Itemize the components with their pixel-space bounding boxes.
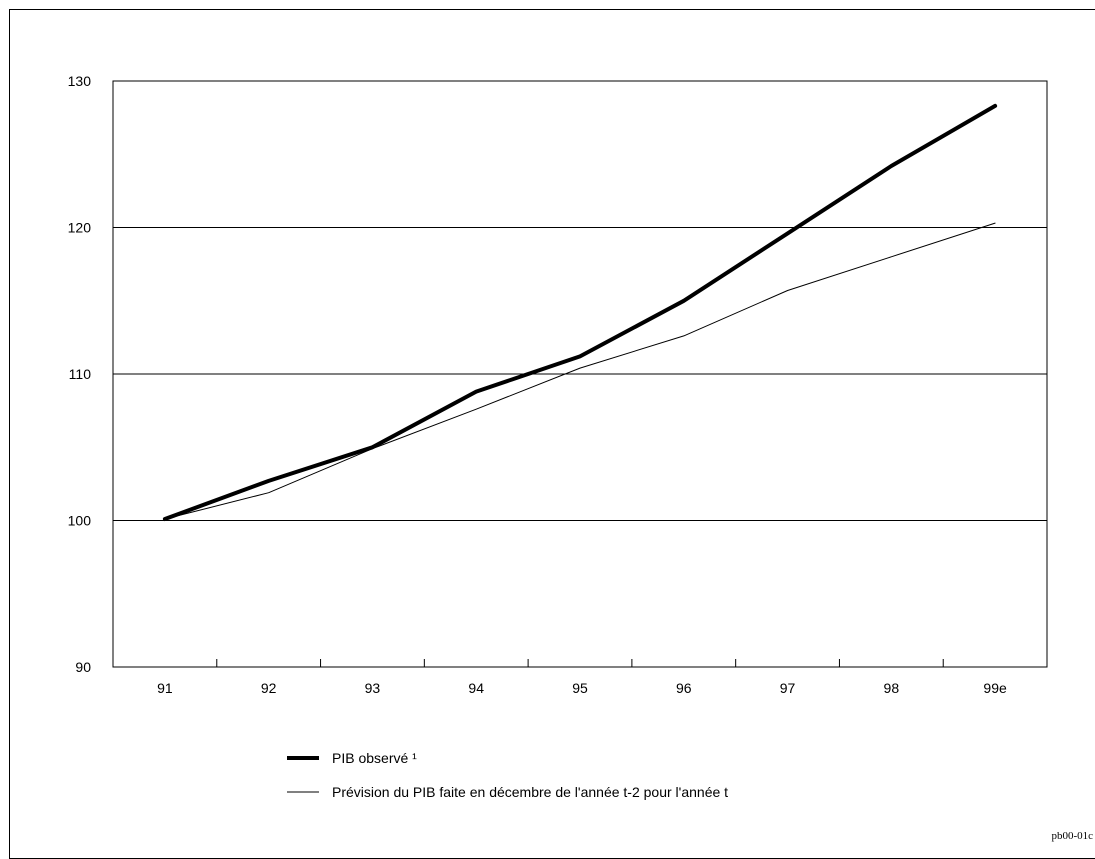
grid-layer (113, 227, 1047, 521)
legend-label-2: Prévision du PIB faite en décembre de l'… (332, 784, 728, 800)
x-tick-label: 98 (884, 680, 900, 696)
x-tick-label: 94 (468, 680, 484, 696)
series-line-1 (162, 103, 998, 521)
series-layer (162, 103, 998, 521)
x-tick-label: 95 (572, 680, 588, 696)
y-tick-label: 90 (75, 659, 91, 675)
source-code: pb00-01c (1051, 830, 1093, 842)
plot-area (112, 80, 1048, 668)
x-tick-label: 99e (983, 680, 1007, 696)
axis-layer: 90 100 110 120 130 91 92 93 94 95 96 97 98 99e (68, 73, 1048, 696)
x-tick-label: 91 (157, 680, 173, 696)
x-tick-label: 93 (365, 680, 381, 696)
y-tick-label: 130 (68, 73, 92, 89)
x-tick-label: 92 (261, 680, 277, 696)
legend-label-1: PIB observé ¹ (332, 750, 417, 766)
series-line-2 (164, 222, 996, 520)
y-tick-label: 120 (68, 220, 92, 236)
y-tick-label: 100 (68, 513, 92, 529)
x-tick-label: 97 (780, 680, 796, 696)
legend: PIB observé ¹ Prévision du PIB faite en d… (287, 750, 728, 800)
y-tick-label: 110 (69, 366, 92, 382)
x-tick-label: 96 (676, 680, 692, 696)
